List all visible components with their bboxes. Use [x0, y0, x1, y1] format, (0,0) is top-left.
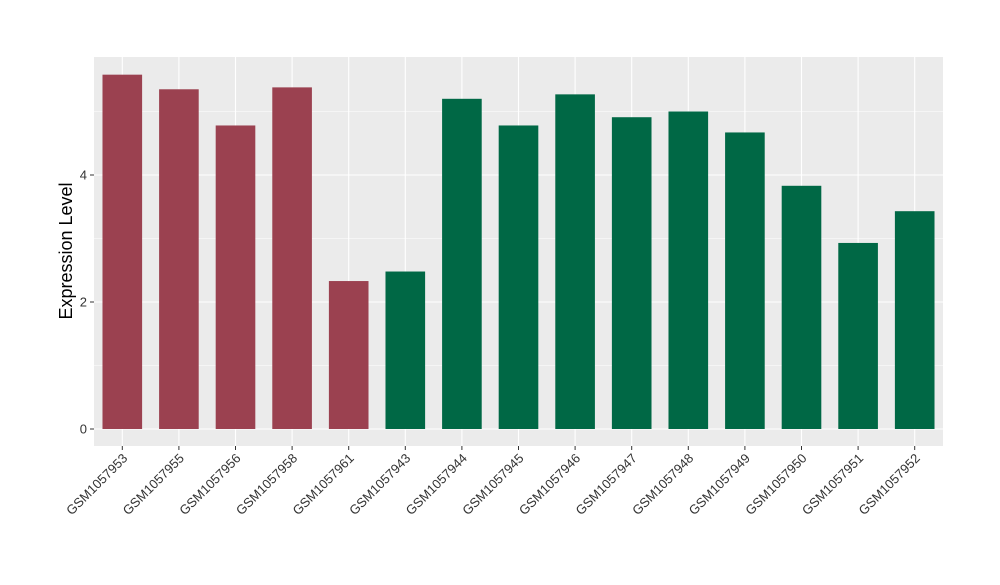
y-axis: 0 2 4 — [80, 168, 94, 437]
y-tick-label: 4 — [80, 168, 87, 183]
bar-GSM1057956 — [215, 125, 256, 429]
bar-GSM1057955 — [159, 89, 199, 430]
y-tick-label: 0 — [80, 422, 87, 437]
bars — [102, 74, 935, 430]
bar-GSM1057958 — [272, 87, 312, 430]
bar-GSM1057950 — [781, 185, 822, 429]
bar-GSM1057943 — [385, 271, 426, 429]
y-tick-label: 2 — [80, 295, 87, 310]
bar-GSM1057946 — [555, 94, 595, 429]
bar-GSM1057952 — [894, 211, 935, 429]
bar-GSM1057948 — [668, 111, 709, 429]
x-axis: GSM1057953GSM1057955GSM1057956GSM1057958… — [63, 446, 923, 518]
bar-GSM1057961 — [328, 281, 369, 429]
bar-GSM1057949 — [725, 132, 765, 429]
bar-GSM1057951 — [838, 242, 878, 429]
bar-GSM1057944 — [442, 98, 482, 430]
bar-GSM1057953 — [102, 74, 143, 430]
bar-GSM1057947 — [611, 117, 652, 429]
y-axis-title: Expression Level — [56, 182, 76, 319]
bar-GSM1057945 — [498, 125, 539, 429]
